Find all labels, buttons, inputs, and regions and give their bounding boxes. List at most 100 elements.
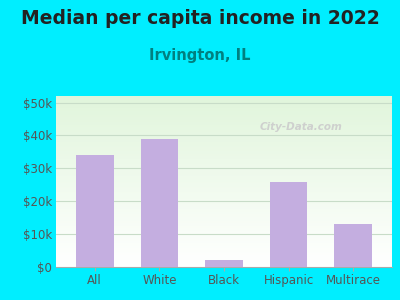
Bar <box>56 161 392 163</box>
Bar <box>56 139 392 140</box>
Bar <box>56 111 392 113</box>
Bar <box>56 113 392 115</box>
Bar <box>56 200 392 202</box>
Bar <box>56 250 392 252</box>
Bar <box>56 228 392 230</box>
Bar <box>56 219 392 221</box>
Bar <box>56 173 392 175</box>
Bar <box>56 134 392 135</box>
Bar <box>56 156 392 158</box>
Bar <box>56 211 392 212</box>
Bar <box>56 221 392 223</box>
Bar <box>56 233 392 235</box>
Bar <box>56 195 392 197</box>
Bar <box>56 243 392 245</box>
Bar <box>56 164 392 166</box>
Bar <box>56 183 392 185</box>
Bar <box>56 101 392 103</box>
Bar <box>56 166 392 168</box>
Bar <box>56 231 392 233</box>
Bar <box>56 178 392 180</box>
Bar <box>76 155 114 267</box>
Bar <box>56 176 392 178</box>
Bar <box>56 110 392 111</box>
Bar <box>56 118 392 120</box>
Bar <box>56 262 392 264</box>
Bar <box>56 105 392 106</box>
Bar <box>56 216 392 218</box>
Bar <box>56 115 392 116</box>
Bar <box>56 154 392 156</box>
Bar <box>56 182 392 183</box>
Bar <box>56 146 392 147</box>
Bar <box>56 194 392 195</box>
Bar <box>56 206 392 207</box>
Bar <box>56 188 392 190</box>
Bar <box>56 123 392 125</box>
Bar <box>56 255 392 257</box>
Bar <box>56 152 392 154</box>
Bar <box>56 240 392 241</box>
Bar <box>56 140 392 142</box>
Bar <box>56 207 392 209</box>
Bar <box>56 147 392 149</box>
Bar <box>56 260 392 262</box>
Bar <box>56 253 392 255</box>
Bar <box>56 99 392 101</box>
Bar <box>56 158 392 159</box>
Bar <box>270 182 307 267</box>
Bar <box>205 260 243 267</box>
Bar <box>56 180 392 182</box>
Bar <box>56 238 392 240</box>
Bar <box>56 168 392 169</box>
Bar <box>56 214 392 216</box>
Bar <box>56 169 392 171</box>
Bar <box>56 163 392 164</box>
Bar <box>56 142 392 144</box>
Bar <box>56 223 392 224</box>
Bar <box>56 137 392 139</box>
Bar <box>56 204 392 206</box>
Bar <box>56 218 392 219</box>
Text: Irvington, IL: Irvington, IL <box>149 48 251 63</box>
Bar <box>56 257 392 258</box>
Bar <box>56 202 392 204</box>
Bar <box>56 185 392 187</box>
Bar <box>56 190 392 192</box>
Bar <box>56 212 392 214</box>
Bar <box>56 247 392 248</box>
Bar <box>56 116 392 118</box>
Bar <box>56 125 392 127</box>
Bar <box>56 230 392 231</box>
Text: Median per capita income in 2022: Median per capita income in 2022 <box>21 9 379 28</box>
Bar <box>56 122 392 123</box>
Bar <box>56 199 392 200</box>
Bar <box>334 224 372 267</box>
Bar <box>56 159 392 161</box>
Bar <box>56 132 392 134</box>
Bar <box>56 224 392 226</box>
Bar <box>56 245 392 247</box>
Bar <box>56 103 392 105</box>
Bar <box>56 151 392 152</box>
Bar <box>56 197 392 199</box>
Bar <box>56 106 392 108</box>
Bar <box>56 130 392 132</box>
Bar <box>56 127 392 128</box>
Bar <box>56 192 392 194</box>
Bar <box>56 187 392 188</box>
Bar <box>56 135 392 137</box>
Bar <box>56 248 392 250</box>
Bar <box>56 128 392 130</box>
Bar <box>56 235 392 236</box>
Bar <box>56 226 392 228</box>
Bar <box>56 241 392 243</box>
Bar <box>56 149 392 151</box>
Text: City-Data.com: City-Data.com <box>260 122 343 132</box>
Bar <box>141 139 178 267</box>
Bar <box>56 264 392 265</box>
Bar <box>56 108 392 110</box>
Bar <box>56 265 392 267</box>
Bar <box>56 98 392 99</box>
Bar <box>56 209 392 211</box>
